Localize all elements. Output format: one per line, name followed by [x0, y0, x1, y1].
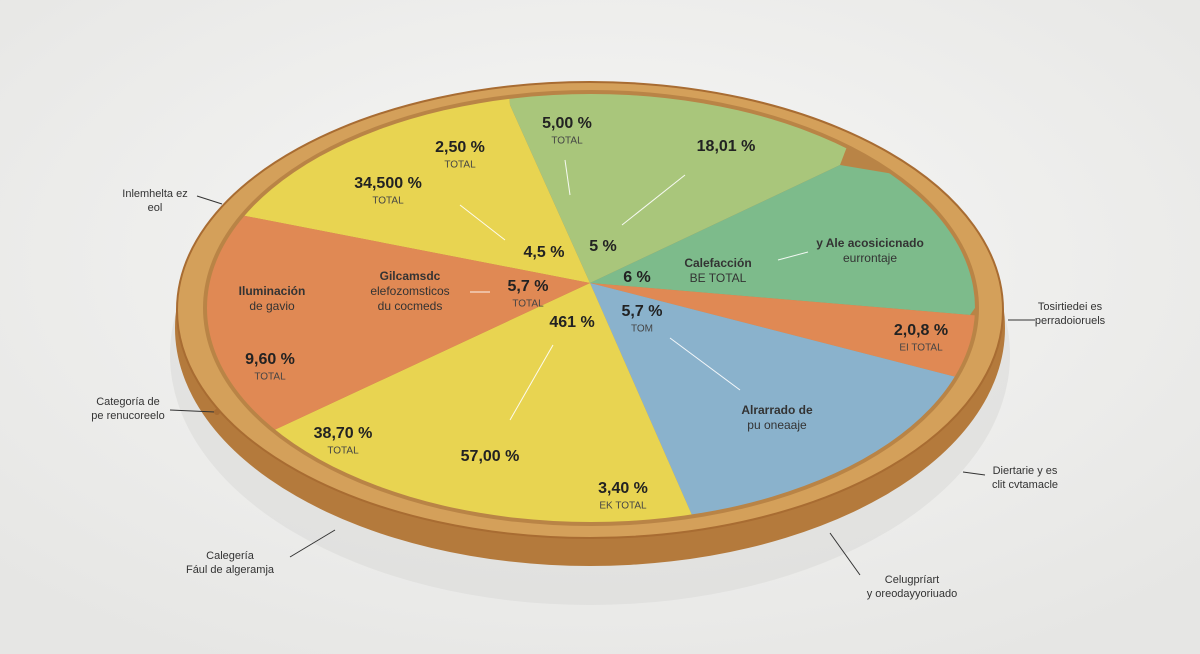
slice-value: 5,7 %: [508, 278, 549, 295]
slice-value: 38,70 %: [314, 425, 373, 442]
callout-text: pe renucoreelo: [91, 410, 164, 422]
leader-lines: [459, 159, 809, 421]
slice-title: Iluminación: [239, 284, 306, 298]
slice-value: 34,500 %: [354, 175, 422, 192]
slice-sub: BE TOTAL: [690, 271, 747, 285]
slice-title: Calefacción: [684, 256, 751, 270]
slice-sub: TOTAL: [512, 299, 544, 310]
callout-text: Diertarie y es: [993, 465, 1058, 477]
slice-value: 9,60 %: [245, 351, 295, 368]
slice-value: 461 %: [549, 314, 594, 331]
callout-text: eol: [148, 202, 163, 214]
slice-sub: TOTAL: [551, 136, 583, 147]
slice-sub: EI TOTAL: [899, 343, 943, 354]
slice: [590, 283, 975, 390]
slice-sub: du cocmeds: [378, 299, 443, 313]
slice-value: 57,00 %: [461, 448, 520, 465]
slice-value: 3,40 %: [598, 480, 648, 497]
slice: [207, 212, 590, 440]
callout-text: perradoioruels: [1035, 315, 1106, 327]
slice-title: Gilcamsdc: [380, 269, 441, 283]
callout-dot: [214, 409, 220, 415]
slice-sub: TOTAL: [444, 160, 476, 171]
callout-text: Inlemhelta ez: [122, 188, 187, 200]
slice-value: 2,0,8 %: [894, 322, 948, 339]
callout-text: Celugpríart: [885, 574, 939, 586]
callout-text: clit cvtamacle: [992, 479, 1058, 491]
callout-text: Tosirtiedei es: [1038, 301, 1103, 313]
slice-value: 5 %: [589, 238, 617, 255]
slice-value: 4,5 %: [524, 244, 565, 261]
callout-text: Calegería: [206, 550, 255, 562]
slice-title: Alrarrado de: [741, 403, 813, 417]
slice-sub: eurrontaje: [843, 251, 897, 265]
slice-sub: pu oneaaje: [747, 418, 807, 432]
slice-sub: de gavio: [249, 299, 295, 313]
slice-sub: TOTAL: [327, 446, 359, 457]
slice-value: 18,01 %: [697, 138, 756, 155]
slice-sub: TOM: [631, 324, 653, 335]
slice-value: 5,7 %: [622, 303, 663, 320]
slice-sub: elefozomsticos: [370, 284, 449, 298]
slice-value: 6 %: [623, 269, 651, 286]
slice-value: 5,00 %: [542, 115, 592, 132]
callout-text: y oreodayyoriuado: [867, 588, 958, 600]
callout-text: Categoría de: [96, 396, 160, 408]
slice-sub: TOTAL: [372, 196, 404, 207]
slice-sub: TOTAL: [254, 372, 286, 383]
callout-text: Fául de algeramja: [186, 564, 275, 576]
slice-value: 2,50 %: [435, 139, 485, 156]
callout-lines: [169, 195, 1035, 576]
slice-sub: EK TOTAL: [599, 501, 647, 512]
slice-title: y Ale acosicicnado: [816, 236, 924, 250]
